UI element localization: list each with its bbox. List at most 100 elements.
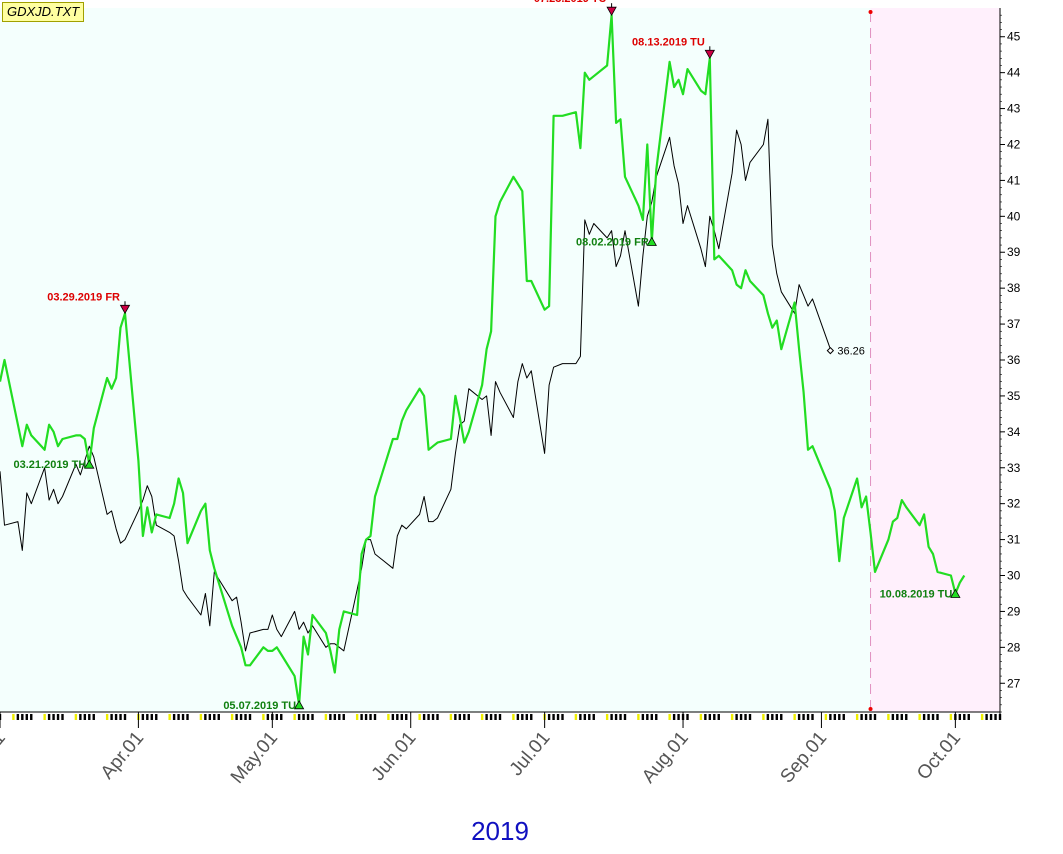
date-axis-day-tick (967, 714, 970, 720)
date-axis-day-tick (248, 714, 252, 720)
peak-marker (606, 6, 617, 16)
date-axis-day-tick (896, 714, 899, 720)
price-axis-tick-label: 37 (1007, 317, 1021, 331)
date-axis-day-tick (650, 714, 653, 720)
date-axis-day-tick (204, 714, 207, 720)
date-axis-day-tick (458, 714, 462, 720)
date-axis-day-tick (985, 714, 988, 720)
date-axis-day-tick (172, 714, 176, 720)
date-axis-day-tick (168, 714, 171, 720)
date-axis-tick-label: Jun.01 (368, 728, 421, 785)
date-axis-day-tick (498, 714, 502, 720)
price-axis-tick-label: 42 (1007, 137, 1021, 151)
price-axis-tick-label: 43 (1007, 102, 1021, 116)
date-axis-day-tick (324, 714, 328, 720)
date-axis-day-tick (146, 714, 149, 720)
end-value-marker (826, 346, 835, 355)
price-axis-tick-label: 31 (1007, 533, 1021, 547)
forecast-area (870, 8, 1000, 712)
date-axis-day-tick (391, 714, 395, 720)
date-axis-day-tick (141, 714, 145, 720)
date-axis-day-tick (463, 714, 466, 720)
date-axis-day-tick (56, 714, 60, 720)
date-axis-day-tick (199, 714, 203, 720)
date-axis-day-tick (186, 714, 189, 720)
date-axis-day-tick (74, 714, 78, 720)
date-axis-day-tick (427, 714, 430, 720)
plot-area (0, 8, 871, 712)
date-axis-day-tick (302, 714, 305, 720)
date-axis-day-tick (30, 714, 33, 720)
date-axis-day-tick (717, 714, 720, 720)
date-axis-day-tick (405, 714, 408, 720)
date-axis-day-tick (900, 714, 903, 720)
price-axis-tick-label: 33 (1007, 461, 1021, 475)
price-axis-tick-label: 30 (1007, 569, 1021, 583)
date-axis-day-tick (780, 714, 783, 720)
date-axis-day-tick (797, 714, 801, 720)
date-axis-day-tick (338, 714, 341, 720)
date-axis-day-tick (713, 714, 716, 720)
date-axis-day-tick (730, 714, 734, 720)
date-axis-day-tick (311, 714, 314, 720)
date-axis-day-tick (860, 714, 863, 720)
date-axis-day-tick (422, 714, 426, 720)
date-axis-day-tick (280, 714, 283, 720)
date-axis-day-tick (699, 714, 703, 720)
date-axis-day-tick (52, 714, 55, 720)
date-axis-day-tick (150, 714, 153, 720)
date-axis-day-tick (360, 714, 363, 720)
date-axis-day-tick (824, 714, 828, 720)
date-axis-day-tick (677, 714, 680, 720)
date-axis-day-tick (123, 714, 127, 720)
series-line-1 (0, 118, 831, 652)
date-axis-day-tick (891, 714, 895, 720)
date-axis-day-tick (918, 714, 921, 720)
price-axis-tick-label: 41 (1007, 173, 1021, 187)
trough-marker (84, 459, 95, 469)
date-axis-day-tick (235, 714, 238, 720)
date-axis-day-tick (793, 714, 796, 720)
date-axis-day-tick (806, 714, 810, 720)
trough-date-label: 05.07.2019 TU (223, 700, 296, 712)
date-axis-day-tick (744, 714, 747, 720)
date-axis-day-tick (516, 714, 520, 720)
date-axis-day-tick (989, 714, 993, 720)
date-axis-day-tick (686, 714, 689, 720)
date-axis-day-tick (704, 714, 707, 720)
date-axis-day-tick (79, 714, 82, 720)
date-axis-day-tick (869, 714, 872, 720)
date-axis-day-tick (802, 714, 805, 720)
date-axis-day-tick (396, 714, 399, 720)
date-axis-day-tick (21, 714, 24, 720)
date-axis-day-tick (672, 714, 676, 720)
date-axis-day-tick (547, 714, 551, 720)
date-axis-day-tick (605, 714, 609, 720)
date-axis-day-tick (43, 714, 46, 720)
date-axis-tick-label: May.01 (227, 728, 282, 788)
trough-date-label: 10.08.2019 TU (880, 588, 953, 600)
date-axis-day-tick (114, 714, 118, 720)
date-axis-day-tick (842, 714, 845, 720)
date-axis-day-tick (994, 714, 997, 720)
date-axis-day-tick (922, 714, 926, 720)
file-name-label: GDXJD.TXT (2, 2, 85, 22)
date-axis-day-tick (400, 714, 403, 720)
date-axis-day-tick (668, 714, 671, 720)
date-axis-day-tick (641, 714, 645, 720)
price-axis-tick-label: 35 (1007, 389, 1021, 403)
peak-marker (704, 49, 716, 60)
date-axis-tick-label: Apr.01 (97, 728, 148, 784)
date-axis-day-tick (530, 714, 533, 720)
price-axis-tick-label: 34 (1007, 425, 1021, 439)
date-axis-tick-label: Aug.01 (638, 728, 693, 788)
date-axis-day-tick (155, 714, 158, 720)
x-axis-year-label: 2019 (471, 816, 529, 846)
date-axis-day-tick (592, 714, 595, 720)
date-axis-day-tick (855, 714, 859, 720)
date-axis-day-tick (387, 714, 390, 720)
date-axis-tick-label: Jul.01 (506, 728, 555, 780)
trough-marker (950, 588, 961, 598)
